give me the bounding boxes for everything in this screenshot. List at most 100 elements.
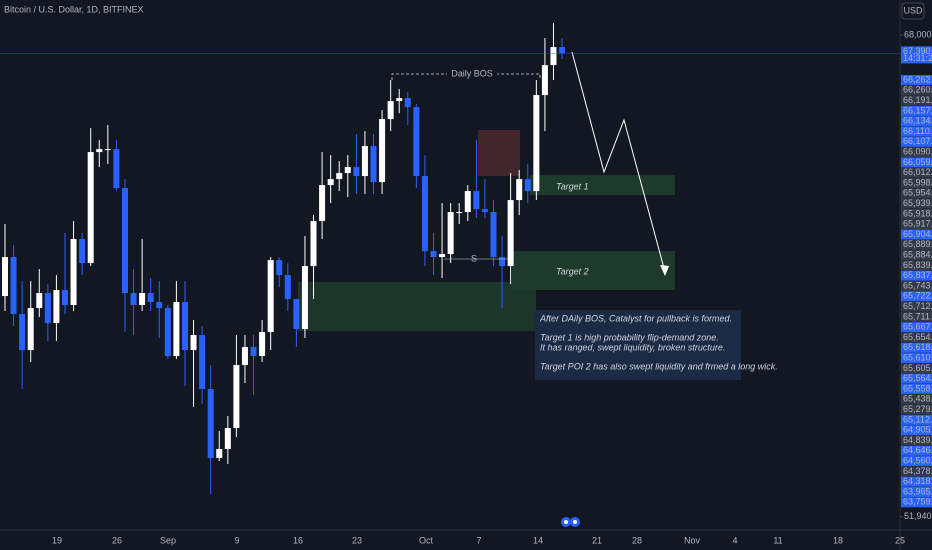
price-label: 65,889.7 <box>903 239 932 249</box>
candle-body <box>121 188 128 294</box>
logo <box>561 517 580 527</box>
price-label: 65,722.8 <box>903 291 932 301</box>
candle-body <box>541 65 548 96</box>
x-tick-label: 11 <box>773 535 782 545</box>
price-label-box <box>901 487 932 497</box>
price-label-box <box>901 157 932 168</box>
price-label-box <box>901 188 932 199</box>
candle-body <box>156 302 163 309</box>
target2-label: Target 2 <box>556 266 589 276</box>
price-label-box <box>901 322 932 333</box>
price-label-box <box>901 435 932 446</box>
projection-path <box>571 51 666 273</box>
candle-body <box>233 365 240 429</box>
price-label-box <box>901 456 932 467</box>
price-label: 66,110.2 <box>903 126 932 136</box>
note-line: It has ranged, swept liquidity, broken s… <box>540 342 725 352</box>
candle-body <box>207 389 214 459</box>
price-label-box <box>901 476 932 487</box>
price-label: 65,743.3 <box>903 280 932 290</box>
price-label: 66,157.7 <box>903 105 932 115</box>
note-line: After DAily BOS, Catalyst for pullback i… <box>539 313 732 323</box>
price-label: 65,711.7 <box>903 311 932 321</box>
note-box <box>535 310 741 380</box>
candle-body <box>524 179 531 192</box>
candle-body <box>336 173 343 180</box>
price-label: 66,134.3 <box>903 116 932 126</box>
candle-body <box>516 179 523 201</box>
price-label: 66,090.9 <box>903 146 932 156</box>
x-tick-label: Nov <box>684 535 701 545</box>
price-label-box <box>901 239 932 250</box>
candle-body <box>36 293 43 309</box>
supply-zone <box>478 130 520 176</box>
candle-body <box>250 347 257 357</box>
x-tick-label: Sep <box>160 535 176 545</box>
price-label-box <box>901 250 932 261</box>
candle-body <box>387 101 394 120</box>
price-label-box <box>901 219 932 230</box>
projection-arrowhead <box>660 265 669 276</box>
x-tick-label: 23 <box>352 535 362 545</box>
candle-body <box>361 146 368 177</box>
price-label: 65,712.0 <box>903 301 932 311</box>
price-label: 65,112.5 <box>903 414 932 424</box>
candle-body <box>96 149 103 153</box>
candle-body <box>259 332 266 357</box>
price-label-box <box>901 178 932 188</box>
note-line: Target 1 is high probability flip-demand… <box>540 332 719 342</box>
candle-body <box>327 179 334 186</box>
demand-zone <box>298 282 536 331</box>
candle-body <box>173 302 180 357</box>
candle-body <box>19 314 26 351</box>
price-label-box <box>901 167 932 178</box>
candle-body <box>490 212 497 258</box>
candle-body <box>87 152 94 264</box>
candle-body <box>473 191 480 210</box>
price-label-box <box>901 198 932 209</box>
candle-body <box>310 221 317 267</box>
price-label: 63,759.5 <box>903 497 932 507</box>
target1-label: Target 1 <box>556 181 589 191</box>
candle-body <box>353 167 360 177</box>
candle-body <box>293 299 300 330</box>
price-label-box <box>901 466 932 477</box>
candle-body <box>10 257 17 315</box>
price-label: 65,654.6 <box>903 332 932 342</box>
candle-body <box>241 347 248 366</box>
price-label-box <box>901 332 932 343</box>
x-tick-label: 9 <box>234 535 239 545</box>
price-label-box <box>901 270 932 281</box>
currency-box[interactable] <box>901 2 925 20</box>
price-label: 65,605.0 <box>903 363 932 373</box>
price-label-box <box>901 116 932 127</box>
candle-body <box>53 290 60 324</box>
candle-body <box>190 335 197 351</box>
price-label-box <box>901 291 932 302</box>
price-label-box <box>901 147 932 158</box>
x-tick-label: 7 <box>476 535 481 545</box>
currency-label[interactable]: USD <box>903 5 923 15</box>
price-label: 66,059.5 <box>903 157 932 167</box>
price-label: 64,905.5 <box>903 425 932 435</box>
candle-body <box>216 449 223 459</box>
candles <box>2 23 566 495</box>
candle-body <box>456 212 463 214</box>
y-tick-label: 68,000.0 <box>904 29 932 39</box>
price-label-box <box>901 414 932 425</box>
candle-body <box>147 293 154 303</box>
bos-label-bg <box>447 68 497 80</box>
candle-body <box>284 275 291 300</box>
last-price-box <box>901 46 932 64</box>
price-label-box <box>901 342 932 353</box>
x-tick-label: 19 <box>52 535 62 545</box>
price-label-box <box>901 363 932 374</box>
candle-body <box>139 293 146 306</box>
sweep-label: S <box>471 253 477 263</box>
price-label-box <box>901 105 932 116</box>
price-label: 65,618.3 <box>903 342 932 352</box>
candle-body <box>464 191 471 213</box>
price-label: 65,837.5 <box>903 270 932 280</box>
price-label-box <box>901 75 932 85</box>
